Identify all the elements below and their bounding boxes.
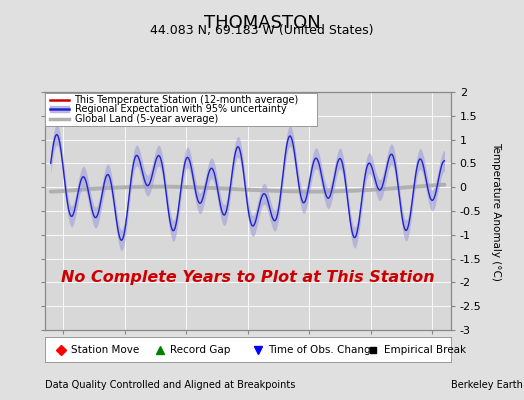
Text: 44.083 N, 69.183 W (United States): 44.083 N, 69.183 W (United States) bbox=[150, 24, 374, 37]
Text: This Temperature Station (12-month average): This Temperature Station (12-month avera… bbox=[74, 96, 299, 106]
Text: THOMASTON: THOMASTON bbox=[204, 14, 320, 32]
Text: Data Quality Controlled and Aligned at Breakpoints: Data Quality Controlled and Aligned at B… bbox=[45, 380, 295, 390]
Text: Station Move: Station Move bbox=[71, 344, 139, 354]
Y-axis label: Temperature Anomaly (°C): Temperature Anomaly (°C) bbox=[491, 142, 501, 280]
Text: Berkeley Earth: Berkeley Earth bbox=[451, 380, 522, 390]
Text: Empirical Break: Empirical Break bbox=[384, 344, 466, 354]
Text: No Complete Years to Plot at This Station: No Complete Years to Plot at This Statio… bbox=[61, 270, 434, 285]
Text: Time of Obs. Change: Time of Obs. Change bbox=[268, 344, 377, 354]
Text: Global Land (5-year average): Global Land (5-year average) bbox=[74, 114, 218, 124]
Text: Record Gap: Record Gap bbox=[170, 344, 231, 354]
Text: Regional Expectation with 95% uncertainty: Regional Expectation with 95% uncertaint… bbox=[74, 104, 286, 114]
